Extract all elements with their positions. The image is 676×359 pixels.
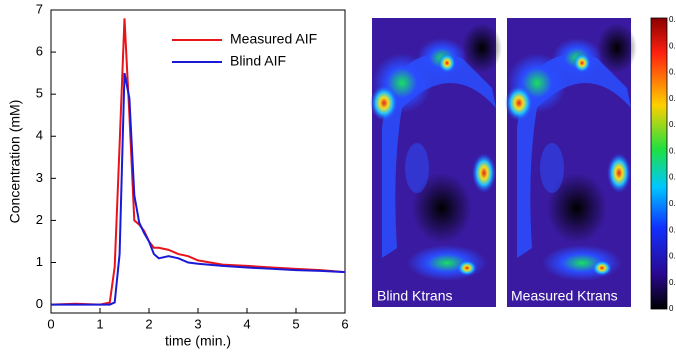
x-tick-label: 4	[243, 316, 250, 331]
x-tick-label: 6	[341, 316, 348, 331]
figure: 0 1 2 3 4 5 6 0 1 2 3 4 5 6 7 time (min.) Concentration …	[0, 0, 676, 354]
colorbar-label: 0	[669, 304, 674, 313]
y-tick-label: 2	[36, 212, 43, 227]
colorbar-label: 0.	[669, 199, 676, 208]
image-panel	[370, 18, 502, 307]
colorbar-labels: 0. 0. 0. 0. 0. 0. 0. 0. 0. 0. 0. 0	[669, 15, 676, 313]
image-label: Blind Ktrans	[377, 288, 452, 304]
legend-label: Measured AIF	[230, 31, 317, 47]
x-tick-label: 2	[145, 316, 152, 331]
colorbar-label: 0.	[669, 68, 676, 77]
data-line	[51, 73, 345, 304]
colorbar-label: 0.	[669, 15, 676, 24]
y-tick-label: 7	[36, 1, 43, 16]
colorbar-label: 0.	[669, 225, 676, 234]
x-tick-label: 3	[194, 316, 201, 331]
image-label: Measured Ktrans	[511, 288, 618, 304]
colorbar-label: 0.	[669, 94, 676, 103]
x-tick-label: 0	[47, 316, 54, 331]
colorbar	[651, 18, 667, 309]
y-tick-label: 5	[36, 86, 43, 101]
plot: 0 1 2 3 4 5 6 0 1 2 3 4 5 6 7 time (min.) Concentration …	[7, 1, 349, 348]
y-axis-label: Concentration (mM)	[7, 100, 23, 224]
legend-label: Blind AIF	[230, 53, 286, 69]
x-tick-label: 1	[96, 316, 103, 331]
y-tick-label: 1	[36, 254, 43, 269]
colorbar-label: 0.	[669, 146, 676, 155]
y-tick-label: 3	[36, 170, 43, 185]
colorbar-label: 0.	[669, 278, 676, 287]
colorbar-label: 0.	[669, 173, 676, 182]
image-panel	[505, 18, 637, 307]
colorbar-label: 0.	[669, 120, 676, 129]
x-tick-label: 5	[292, 316, 299, 331]
x-axis-label: time (min.)	[165, 333, 231, 349]
plot-frame	[51, 10, 345, 313]
y-tick-label: 0	[36, 296, 43, 311]
colorbar-label: 0.	[669, 252, 676, 261]
y-tick-label: 4	[36, 128, 43, 143]
colorbar-label: 0.	[669, 41, 676, 50]
y-tick-label: 6	[36, 44, 43, 59]
